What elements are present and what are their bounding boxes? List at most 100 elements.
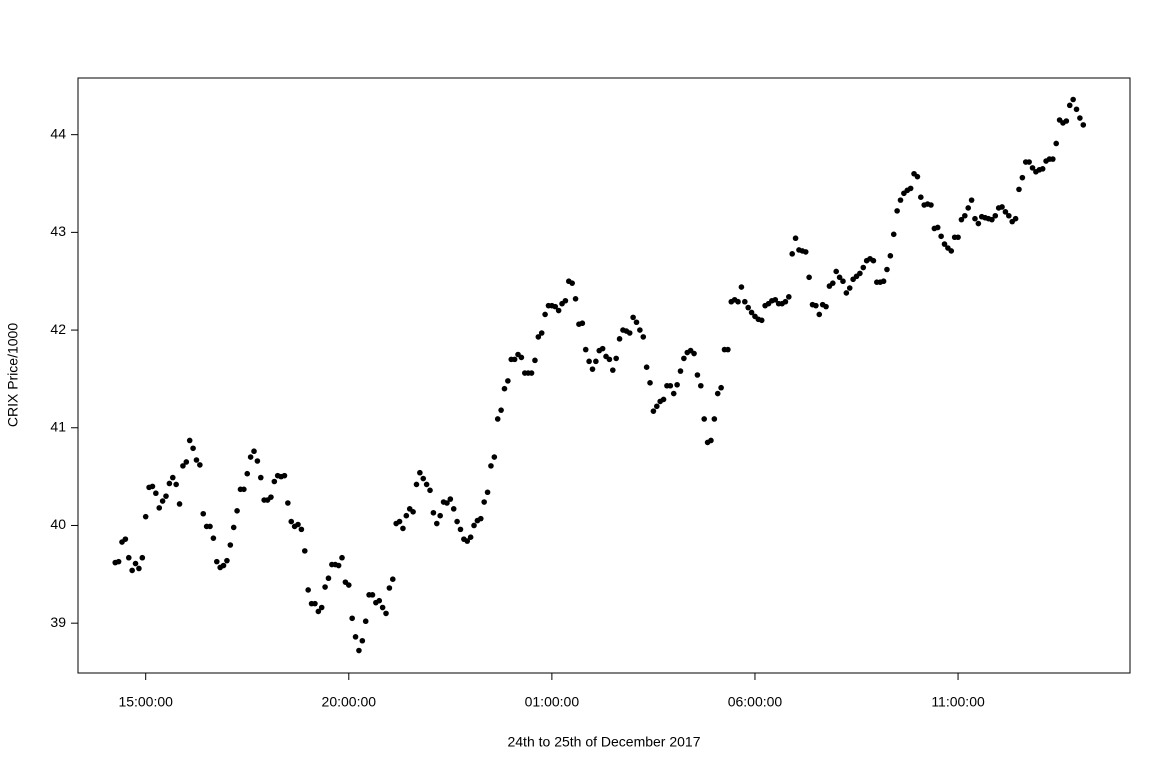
point bbox=[586, 358, 592, 365]
point bbox=[498, 407, 504, 413]
point bbox=[738, 284, 745, 290]
point bbox=[457, 526, 464, 533]
y-tick-label: 40 bbox=[50, 516, 66, 532]
point bbox=[789, 251, 795, 257]
point bbox=[606, 356, 613, 363]
point bbox=[630, 314, 636, 321]
point bbox=[582, 346, 589, 353]
point bbox=[999, 204, 1005, 210]
point bbox=[677, 368, 684, 374]
point bbox=[494, 416, 501, 422]
point bbox=[914, 173, 921, 180]
point bbox=[535, 334, 542, 340]
point bbox=[816, 311, 823, 318]
point bbox=[670, 390, 677, 397]
point bbox=[345, 582, 352, 588]
point bbox=[488, 463, 494, 469]
point bbox=[122, 536, 129, 542]
point bbox=[786, 294, 792, 300]
point bbox=[748, 309, 755, 316]
y-tick-label: 43 bbox=[50, 223, 66, 239]
point bbox=[159, 498, 166, 504]
y-tick-label: 42 bbox=[50, 321, 66, 337]
point bbox=[156, 505, 163, 511]
x-tick-label: 11:00:00 bbox=[931, 694, 985, 710]
point bbox=[934, 224, 941, 231]
point bbox=[295, 521, 301, 528]
point bbox=[782, 298, 789, 305]
point bbox=[169, 474, 176, 481]
point bbox=[1012, 215, 1019, 222]
point bbox=[833, 268, 839, 275]
point bbox=[975, 220, 982, 227]
point bbox=[1053, 140, 1060, 147]
point bbox=[1080, 122, 1087, 128]
point bbox=[897, 197, 904, 203]
point bbox=[186, 437, 193, 444]
point bbox=[423, 481, 430, 488]
point bbox=[197, 462, 203, 468]
point bbox=[948, 248, 955, 254]
point bbox=[660, 396, 667, 403]
point bbox=[667, 382, 674, 389]
point bbox=[505, 378, 511, 384]
point bbox=[477, 515, 484, 522]
point bbox=[532, 357, 538, 364]
point bbox=[153, 490, 159, 497]
point bbox=[501, 385, 508, 392]
point bbox=[234, 508, 240, 514]
point bbox=[1070, 96, 1076, 103]
y-tick-label: 39 bbox=[50, 614, 66, 630]
point bbox=[637, 327, 643, 333]
point bbox=[1006, 212, 1012, 219]
point bbox=[599, 345, 606, 352]
point bbox=[647, 380, 653, 386]
point bbox=[389, 576, 396, 583]
point bbox=[742, 298, 748, 305]
point bbox=[1019, 174, 1026, 181]
point bbox=[1029, 165, 1036, 171]
point bbox=[220, 562, 227, 569]
point bbox=[312, 600, 318, 607]
y-axis-label: CRIX Price/1000 bbox=[5, 323, 21, 427]
point bbox=[633, 319, 640, 326]
point bbox=[1016, 186, 1022, 193]
point bbox=[227, 542, 234, 548]
point bbox=[417, 469, 423, 476]
point bbox=[968, 197, 975, 203]
point bbox=[1050, 156, 1056, 162]
point bbox=[491, 454, 498, 460]
point bbox=[444, 500, 450, 506]
point bbox=[224, 557, 230, 564]
point bbox=[694, 372, 701, 378]
point bbox=[467, 534, 474, 540]
point bbox=[403, 512, 410, 519]
point bbox=[369, 592, 376, 598]
point bbox=[207, 523, 213, 530]
point bbox=[180, 463, 186, 469]
point bbox=[132, 560, 139, 567]
point bbox=[447, 496, 454, 502]
y-tick-label: 44 bbox=[50, 125, 66, 141]
point bbox=[555, 307, 562, 314]
point bbox=[359, 637, 366, 644]
point bbox=[410, 508, 416, 515]
point bbox=[251, 448, 257, 455]
point bbox=[674, 381, 680, 388]
point bbox=[288, 518, 295, 525]
point bbox=[115, 558, 122, 565]
point bbox=[846, 285, 853, 291]
point bbox=[193, 457, 200, 463]
point bbox=[281, 472, 288, 479]
point bbox=[1066, 102, 1073, 109]
point bbox=[166, 480, 173, 487]
point bbox=[481, 499, 487, 505]
point bbox=[890, 231, 897, 238]
point bbox=[1063, 118, 1070, 124]
point bbox=[254, 458, 261, 464]
point bbox=[430, 509, 437, 516]
point bbox=[989, 216, 995, 223]
point bbox=[383, 610, 389, 617]
point bbox=[230, 524, 237, 531]
